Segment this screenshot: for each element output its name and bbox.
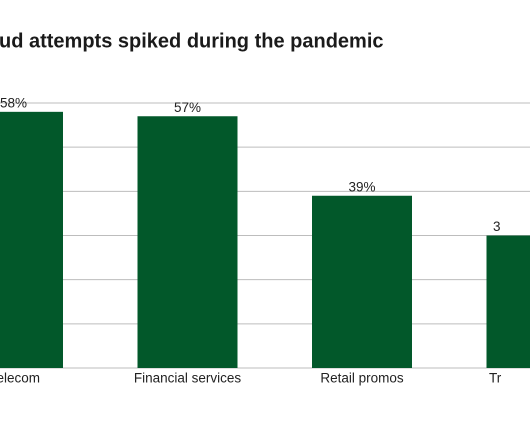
bar bbox=[0, 111, 63, 368]
value-label: 39% bbox=[348, 179, 375, 194]
chart-title: ud attempts spiked during the pandemic bbox=[0, 30, 384, 52]
x-tick-label: Financial services bbox=[134, 371, 242, 386]
bar bbox=[312, 195, 412, 368]
x-tick-label: Retail promos bbox=[320, 371, 404, 386]
bar bbox=[486, 235, 530, 368]
value-label: 58% bbox=[0, 95, 27, 110]
bar bbox=[137, 116, 238, 368]
x-tick-label: elecom bbox=[0, 371, 40, 386]
value-label: 57% bbox=[174, 100, 201, 115]
value-label: 3 bbox=[493, 219, 501, 234]
x-tick-label: Tr bbox=[489, 371, 502, 386]
